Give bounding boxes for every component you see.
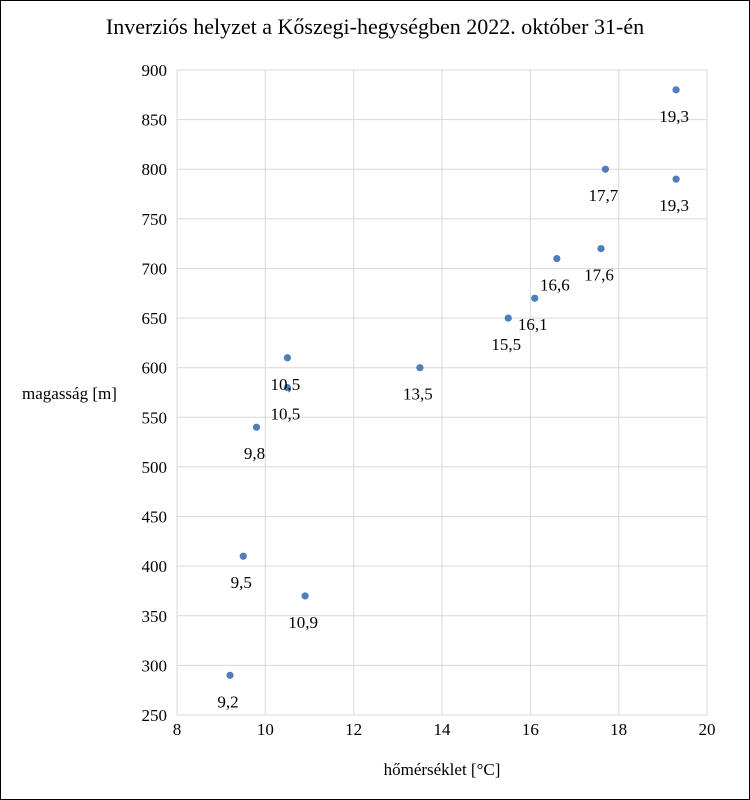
data-label: 10,5 bbox=[271, 405, 301, 424]
data-label: 19,3 bbox=[659, 196, 689, 215]
data-label: 9,2 bbox=[217, 692, 238, 711]
y-tick-label: 750 bbox=[142, 210, 168, 229]
y-tick-label: 700 bbox=[142, 259, 168, 278]
y-tick-label: 350 bbox=[142, 607, 168, 626]
data-point bbox=[226, 671, 234, 679]
x-tick-label: 20 bbox=[699, 720, 716, 739]
data-point bbox=[252, 423, 261, 431]
data-point bbox=[597, 245, 605, 253]
y-tick-label: 500 bbox=[142, 458, 168, 477]
data-label: 16,1 bbox=[518, 315, 548, 334]
data-label: 9,5 bbox=[231, 573, 252, 592]
data-point bbox=[553, 254, 561, 263]
x-tick-label: 16 bbox=[522, 720, 539, 739]
y-tick-label: 800 bbox=[142, 160, 168, 179]
x-tick-label: 14 bbox=[434, 720, 452, 739]
data-point bbox=[301, 592, 309, 600]
data-point bbox=[672, 175, 680, 183]
y-tick-label: 600 bbox=[142, 359, 168, 378]
data-point bbox=[504, 314, 512, 322]
data-point bbox=[416, 364, 424, 372]
data-point bbox=[531, 294, 539, 302]
x-tick-label: 18 bbox=[610, 720, 627, 739]
data-point bbox=[283, 383, 292, 392]
data-point bbox=[672, 86, 680, 94]
data-point bbox=[283, 354, 292, 362]
chart-title: Inverziós helyzet a Kőszegi-hegységben 2… bbox=[105, 14, 645, 39]
data-point bbox=[601, 165, 610, 173]
y-tick-label: 900 bbox=[142, 61, 168, 80]
data-label: 17,7 bbox=[589, 186, 619, 205]
y-tick-label: 850 bbox=[142, 111, 168, 130]
y-tick-label: 650 bbox=[142, 309, 168, 328]
y-axis-label: magasság [m] bbox=[22, 384, 117, 403]
x-tick-label: 10 bbox=[257, 720, 274, 739]
y-tick-label: 400 bbox=[142, 557, 168, 576]
x-tick-label: 8 bbox=[173, 720, 182, 739]
x-axis-label: hőmérséklet [°C] bbox=[383, 760, 501, 779]
data-label: 10,5 bbox=[271, 375, 301, 394]
data-label: 15,5 bbox=[491, 335, 521, 354]
data-label: 19,3 bbox=[659, 107, 689, 126]
data-label: 10,9 bbox=[288, 613, 318, 632]
data-label: 9,8 bbox=[244, 444, 265, 463]
data-label: 13,5 bbox=[403, 385, 433, 404]
y-tick-label: 450 bbox=[142, 508, 168, 527]
x-tick-label: 12 bbox=[345, 720, 362, 739]
data-label: 16,6 bbox=[540, 276, 570, 295]
data-label: 17,6 bbox=[584, 266, 614, 285]
data-point bbox=[239, 552, 247, 560]
y-tick-label: 300 bbox=[142, 656, 168, 675]
y-tick-label: 250 bbox=[142, 706, 168, 725]
y-tick-label: 550 bbox=[142, 408, 168, 427]
